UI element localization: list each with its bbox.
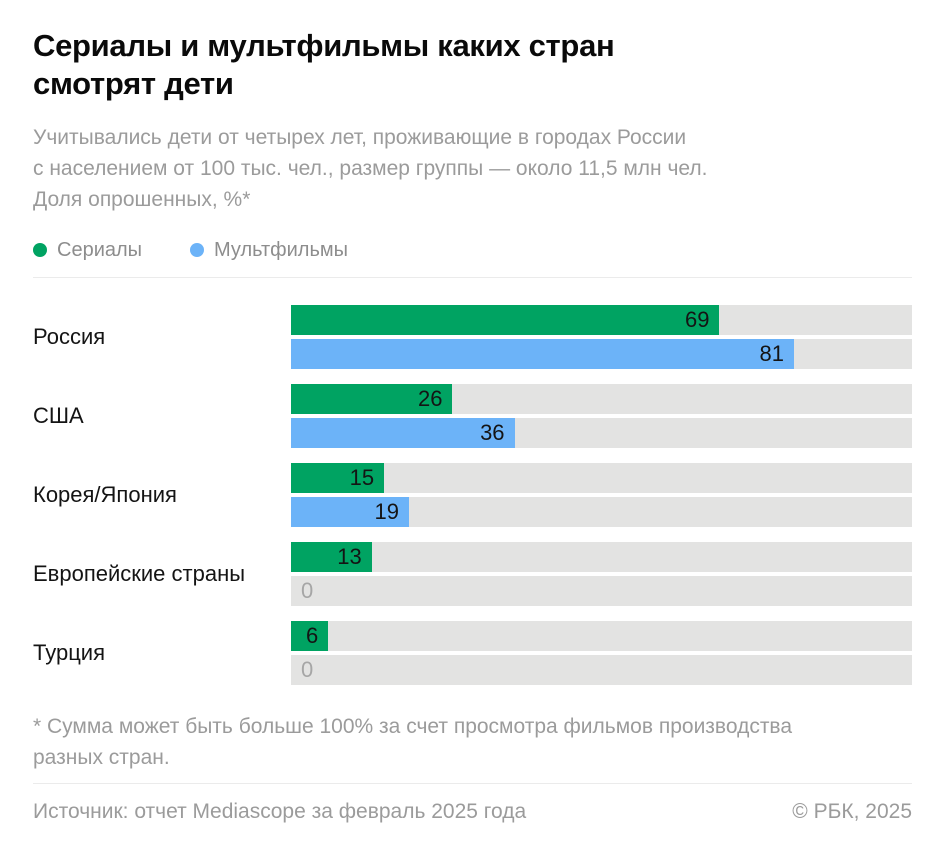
value-label: 36	[480, 420, 505, 445]
value-label: 81	[759, 341, 784, 366]
legend-item-tv-series: Сериалы	[33, 239, 142, 262]
source-row: Источник: отчет Mediascope за февраль 20…	[33, 800, 912, 824]
page-title-line-2: смотрят дети	[33, 66, 234, 101]
bar-group: 15 19	[291, 463, 912, 527]
bar-cartoons: 19	[291, 497, 409, 527]
chart-row: США 26 36	[33, 384, 912, 448]
value-label-zero: 0	[301, 657, 314, 682]
subtitle-line-3: Доля опрошенных, %*	[33, 188, 251, 211]
subtitle-line-1: Учитывались дети от четырех лет, прожива…	[33, 126, 687, 149]
bar-group: 13 0	[291, 542, 912, 606]
value-label: 6	[306, 623, 319, 648]
value-label: 69	[685, 307, 710, 332]
bar-tv-series: 69	[291, 305, 720, 335]
legend-item-cartoons: Мультфильмы	[190, 239, 348, 262]
bar-track-cartoons: 81	[291, 339, 912, 369]
bar-track-cartoons: 0	[291, 655, 912, 685]
legend-dot-tv-series-icon	[33, 243, 47, 257]
bar-track-tv-series: 6	[291, 621, 912, 651]
bar-track-tv-series: 13	[291, 542, 912, 572]
value-label: 19	[374, 499, 399, 524]
subtitle-line-2: с населением от 100 тыс. чел., размер гр…	[33, 157, 708, 180]
bar-group: 26 36	[291, 384, 912, 448]
bar-track-tv-series: 15	[291, 463, 912, 493]
value-label: 15	[349, 465, 375, 490]
bar-track-cartoons: 19	[291, 497, 912, 527]
footnote-line-2: разных стран.	[33, 746, 170, 769]
bar-tv-series: 6	[291, 621, 329, 651]
copyright-text: © РБК, 2025	[792, 800, 912, 823]
page-title: Сериалы и мультфильмы каких стран смотря…	[33, 27, 912, 103]
chart-row: Корея/Япония 15 19	[33, 463, 912, 527]
category-label: США	[33, 403, 84, 428]
top-divider	[33, 277, 912, 278]
bar-track-tv-series: 26	[291, 384, 912, 414]
footnote: * Сумма может быть больше 100% за счет п…	[33, 711, 912, 773]
bottom-divider	[33, 783, 912, 784]
chart-row: Россия 69 81	[33, 305, 912, 369]
value-label: 26	[417, 386, 443, 411]
source-text: Источник: отчет Mediascope за февраль 20…	[33, 800, 527, 823]
legend-dot-cartoons-icon	[190, 243, 205, 257]
bar-cartoons: 81	[291, 339, 794, 369]
bar-track-cartoons: 0	[291, 576, 912, 606]
category-label: Корея/Япония	[33, 482, 177, 507]
page-title-line-1: Сериалы и мультфильмы каких стран	[33, 28, 615, 63]
bar-chart: Россия 69 81 США 26 36 Корея/Япония 15 19 Европей…	[33, 305, 912, 685]
chart-row: Европейские страны 13 0	[33, 542, 912, 606]
category-label: Россия	[33, 324, 106, 349]
bar-tv-series: 13	[291, 542, 372, 572]
chart-subtitle: Учитывались дети от четырех лет, прожива…	[33, 122, 912, 215]
category-label: Турция	[33, 640, 105, 665]
chart-row: Турция 6 0	[33, 621, 912, 685]
bar-track-tv-series: 69	[291, 305, 912, 335]
value-label: 13	[337, 544, 362, 569]
value-label-zero: 0	[301, 578, 314, 603]
category-label: Европейские страны	[33, 561, 246, 586]
legend-label-tv-series: Сериалы	[57, 238, 143, 261]
bar-tv-series: 15	[291, 463, 385, 493]
bar-tv-series: 26	[291, 384, 453, 414]
chart-legend: Сериалы Мультфильмы	[33, 238, 912, 262]
bar-group: 69 81	[291, 305, 912, 369]
bar-track-cartoons: 36	[291, 418, 912, 448]
footnote-line-1: * Сумма может быть больше 100% за счет п…	[33, 715, 793, 738]
legend-label-cartoons: Мультфильмы	[214, 238, 349, 261]
bar-cartoons: 36	[291, 418, 515, 448]
